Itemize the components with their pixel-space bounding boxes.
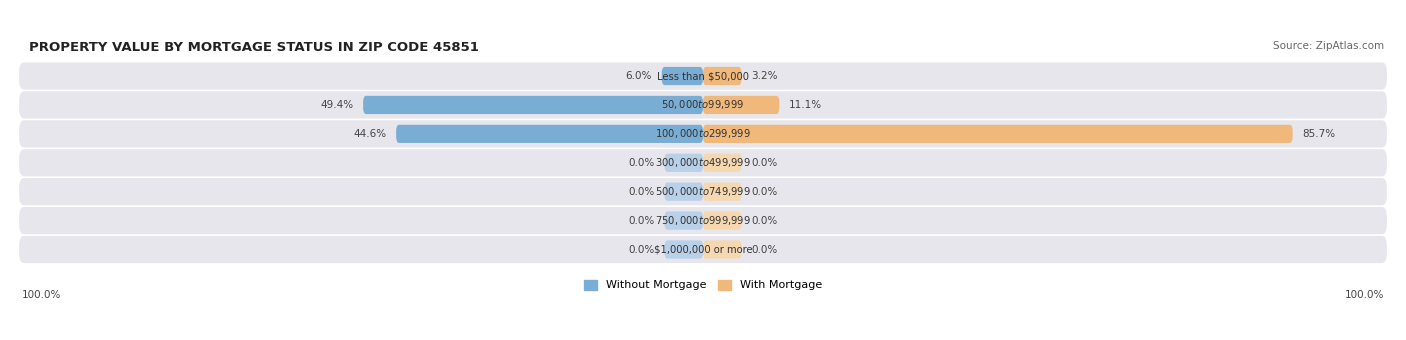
FancyBboxPatch shape: [665, 154, 703, 172]
FancyBboxPatch shape: [703, 67, 741, 85]
FancyBboxPatch shape: [665, 211, 703, 230]
FancyBboxPatch shape: [662, 67, 703, 85]
FancyBboxPatch shape: [703, 154, 741, 172]
Text: 49.4%: 49.4%: [321, 100, 353, 110]
Text: 0.0%: 0.0%: [628, 158, 655, 168]
Text: 0.0%: 0.0%: [751, 187, 778, 197]
Legend: Without Mortgage, With Mortgage: Without Mortgage, With Mortgage: [579, 275, 827, 295]
Text: $50,000 to $99,999: $50,000 to $99,999: [661, 99, 745, 112]
FancyBboxPatch shape: [665, 240, 703, 259]
Text: 6.0%: 6.0%: [626, 71, 652, 81]
Text: $100,000 to $299,999: $100,000 to $299,999: [655, 128, 751, 140]
FancyBboxPatch shape: [20, 91, 1386, 119]
Text: 44.6%: 44.6%: [353, 129, 387, 139]
FancyBboxPatch shape: [665, 183, 703, 201]
Text: $1,000,000 or more: $1,000,000 or more: [654, 244, 752, 255]
Text: 100.0%: 100.0%: [1344, 290, 1384, 300]
Text: Source: ZipAtlas.com: Source: ZipAtlas.com: [1272, 41, 1384, 51]
FancyBboxPatch shape: [20, 120, 1386, 148]
FancyBboxPatch shape: [20, 178, 1386, 205]
Text: 0.0%: 0.0%: [751, 158, 778, 168]
Text: 0.0%: 0.0%: [628, 216, 655, 226]
FancyBboxPatch shape: [703, 96, 779, 114]
Text: 0.0%: 0.0%: [751, 216, 778, 226]
FancyBboxPatch shape: [703, 125, 1292, 143]
Text: 0.0%: 0.0%: [628, 244, 655, 255]
Text: 0.0%: 0.0%: [628, 187, 655, 197]
FancyBboxPatch shape: [20, 236, 1386, 263]
Text: $750,000 to $999,999: $750,000 to $999,999: [655, 214, 751, 227]
FancyBboxPatch shape: [396, 125, 703, 143]
FancyBboxPatch shape: [20, 149, 1386, 176]
FancyBboxPatch shape: [363, 96, 703, 114]
Text: 3.2%: 3.2%: [751, 71, 778, 81]
Text: 11.1%: 11.1%: [789, 100, 823, 110]
FancyBboxPatch shape: [703, 183, 741, 201]
Text: 100.0%: 100.0%: [22, 290, 62, 300]
Text: PROPERTY VALUE BY MORTGAGE STATUS IN ZIP CODE 45851: PROPERTY VALUE BY MORTGAGE STATUS IN ZIP…: [28, 41, 478, 54]
Text: $300,000 to $499,999: $300,000 to $499,999: [655, 156, 751, 169]
FancyBboxPatch shape: [703, 240, 741, 259]
FancyBboxPatch shape: [20, 63, 1386, 90]
FancyBboxPatch shape: [703, 211, 741, 230]
Text: 0.0%: 0.0%: [751, 244, 778, 255]
Text: Less than $50,000: Less than $50,000: [657, 71, 749, 81]
Text: 85.7%: 85.7%: [1302, 129, 1336, 139]
Text: $500,000 to $749,999: $500,000 to $749,999: [655, 185, 751, 198]
FancyBboxPatch shape: [20, 207, 1386, 234]
